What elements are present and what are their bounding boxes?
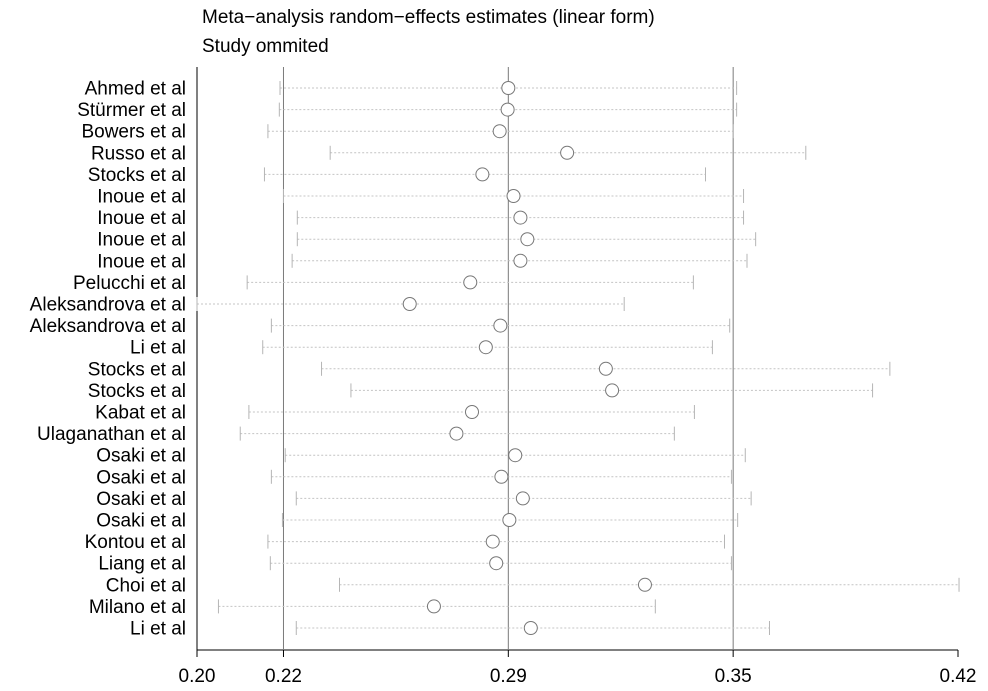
study-label-0: Ahmed et al (85, 79, 186, 100)
point-estimate-21 (485, 534, 500, 549)
point-estimate-2 (492, 124, 507, 139)
study-label-13: Stocks et al (88, 359, 186, 380)
point-estimate-5 (506, 189, 521, 203)
study-label-8: Inoue et al (97, 251, 186, 272)
study-label-7: Inoue et al (97, 230, 186, 251)
point-estimate-23 (637, 577, 652, 592)
study-label-15: Kabat et al (95, 403, 186, 424)
study-label-20: Osaki et al (96, 511, 186, 532)
study-label-19: Osaki et al (96, 489, 186, 510)
study-label-3: Russo et al (91, 143, 186, 164)
study-label-10: Aleksandrova et al (30, 295, 186, 316)
point-estimate-15 (464, 405, 479, 419)
study-label-21: Kontou et al (85, 532, 186, 553)
study-label-17: Osaki et al (96, 446, 186, 467)
point-estimate-12 (478, 340, 493, 355)
study-label-18: Osaki et al (96, 467, 186, 488)
study-label-23: Choi et al (106, 575, 186, 596)
study-label-11: Aleksandrova et al (30, 316, 186, 337)
point-estimate-9 (463, 275, 478, 290)
x-tick-label-4: 0.42 (940, 666, 977, 687)
point-estimate-18 (494, 469, 509, 484)
point-estimate-22 (489, 556, 504, 571)
study-label-16: Ulaganathan et al (37, 424, 186, 445)
study-label-4: Stocks et al (88, 165, 186, 186)
point-estimate-1 (500, 102, 515, 117)
plot-frame (196, 67, 958, 651)
x-tick-label-0: 0.20 (179, 666, 216, 687)
study-label-25: Li et al (130, 619, 186, 640)
x-tick-label-2: 0.29 (490, 666, 527, 687)
point-estimate-8 (513, 253, 528, 268)
chart-subtitle: Study ommited (202, 36, 329, 57)
x-tick-label-3: 0.35 (715, 666, 752, 687)
point-estimate-19 (515, 491, 530, 506)
study-label-22: Liang et al (98, 554, 186, 575)
point-estimate-0 (501, 81, 516, 95)
study-label-14: Stocks et al (88, 381, 186, 402)
study-label-5: Inoue et al (97, 187, 186, 208)
point-estimate-16 (449, 426, 464, 441)
confidence-intervals (196, 81, 960, 635)
point-estimate-13 (598, 361, 613, 376)
point-estimates (402, 81, 652, 635)
point-estimate-14 (605, 383, 620, 398)
study-label-6: Inoue et al (97, 208, 186, 229)
point-estimate-11 (493, 318, 508, 333)
point-estimate-3 (560, 145, 575, 160)
point-estimate-6 (513, 210, 528, 225)
study-label-9: Pelucchi et al (73, 273, 186, 294)
study-label-24: Milano et al (89, 597, 186, 618)
x-axis-ticks: 0.20 0.22 0.29 0.35 0.42 (179, 650, 977, 687)
study-label-2: Bowers et al (81, 122, 186, 143)
point-estimate-10 (402, 297, 417, 311)
point-estimate-4 (475, 167, 490, 182)
study-label-12: Li et al (130, 338, 186, 359)
study-label-1: Stürmer et al (77, 100, 186, 121)
point-estimate-25 (523, 621, 538, 635)
chart-title: Meta−analysis random−effects estimates (… (202, 7, 655, 28)
x-tick-label-1: 0.22 (265, 666, 302, 687)
reference-lines (282, 67, 734, 650)
point-estimate-17 (508, 448, 523, 463)
point-estimate-24 (426, 599, 441, 614)
point-estimate-20 (502, 513, 517, 527)
point-estimate-7 (520, 232, 535, 247)
